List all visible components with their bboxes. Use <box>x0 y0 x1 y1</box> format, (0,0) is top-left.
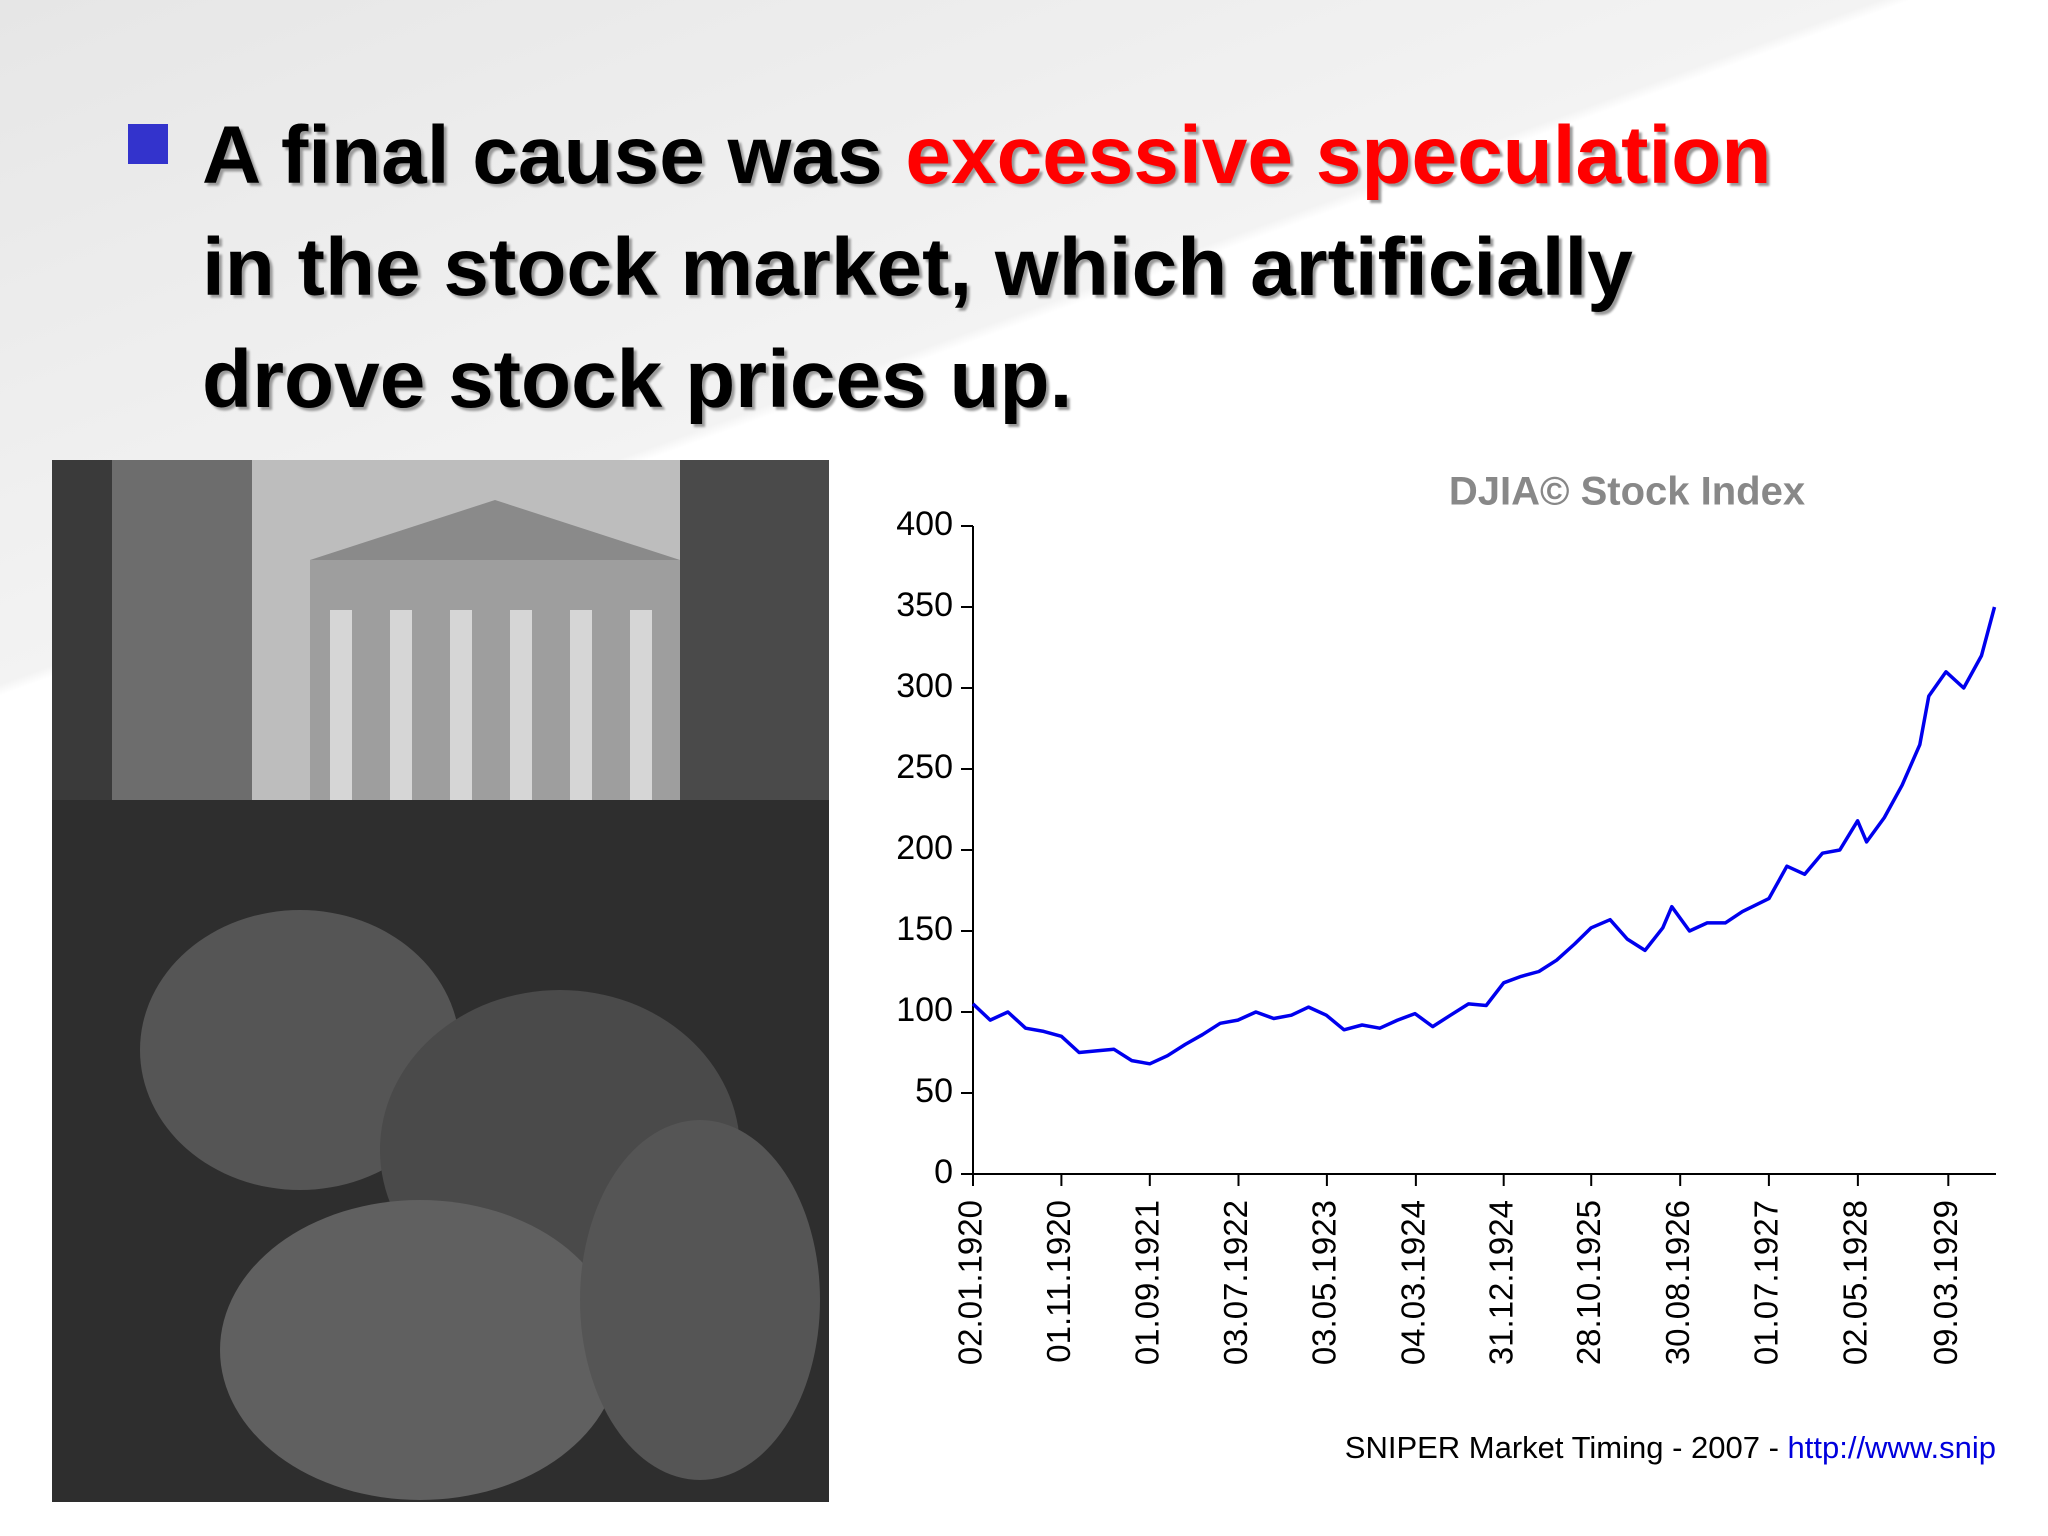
y-tick-label: 50 <box>915 1072 953 1110</box>
bullet-mark <box>128 124 168 164</box>
photo <box>52 460 829 1502</box>
text: drove stock prices up. <box>202 334 1073 425</box>
credit: SNIPER Market Timing - 2007 - http://www… <box>1345 1430 1996 1465</box>
bullet-text: A final cause was excessive speculation i… <box>202 100 1771 436</box>
credit-link[interactable]: http://www.snip <box>1788 1430 1996 1465</box>
y-tick-label: 100 <box>896 991 953 1029</box>
y-tick-label: 300 <box>896 667 953 705</box>
text: A final cause was <box>202 110 906 201</box>
x-tick-label: 01.09.1921 <box>1129 1200 1166 1365</box>
x-tick-label: 31.12.1924 <box>1482 1200 1519 1365</box>
y-tick-label: 200 <box>896 829 953 867</box>
x-tick-label: 28.10.1925 <box>1570 1200 1607 1365</box>
x-tick-label: 01.07.1927 <box>1748 1200 1785 1365</box>
data-line <box>971 606 1997 1066</box>
x-tick-label: 01.11.1920 <box>1040 1200 1077 1363</box>
x-tick-label: 02.05.1928 <box>1837 1200 1874 1365</box>
text: in the stock market, which artificially <box>202 222 1633 313</box>
x-tick-label: 02.01.1920 <box>952 1200 989 1365</box>
text-line: in the stock market, which artificially <box>202 212 1771 324</box>
text-line: A final cause was excessive speculation <box>202 100 1771 212</box>
y-tick-label: 150 <box>896 910 953 948</box>
y-tick-label: 0 <box>934 1153 953 1191</box>
x-tick-label: 04.03.1924 <box>1395 1200 1432 1365</box>
x-tick-label: 03.05.1923 <box>1306 1200 1343 1365</box>
y-tick-label: 400 <box>896 505 953 543</box>
x-tick-label: 30.08.1926 <box>1659 1200 1696 1365</box>
highlight: excessive speculation <box>905 110 1772 201</box>
credit-text: SNIPER Market Timing - 2007 - <box>1345 1430 1788 1465</box>
y-tick-label: 250 <box>896 748 953 786</box>
text-line: drove stock prices up. <box>202 324 1771 436</box>
chart-title: DJIA© Stock Index <box>1449 470 1805 514</box>
x-tick-label: 09.03.1929 <box>1927 1200 1964 1365</box>
y-tick-label: 350 <box>896 586 953 624</box>
x-tick-label: 03.07.1922 <box>1217 1200 1254 1365</box>
